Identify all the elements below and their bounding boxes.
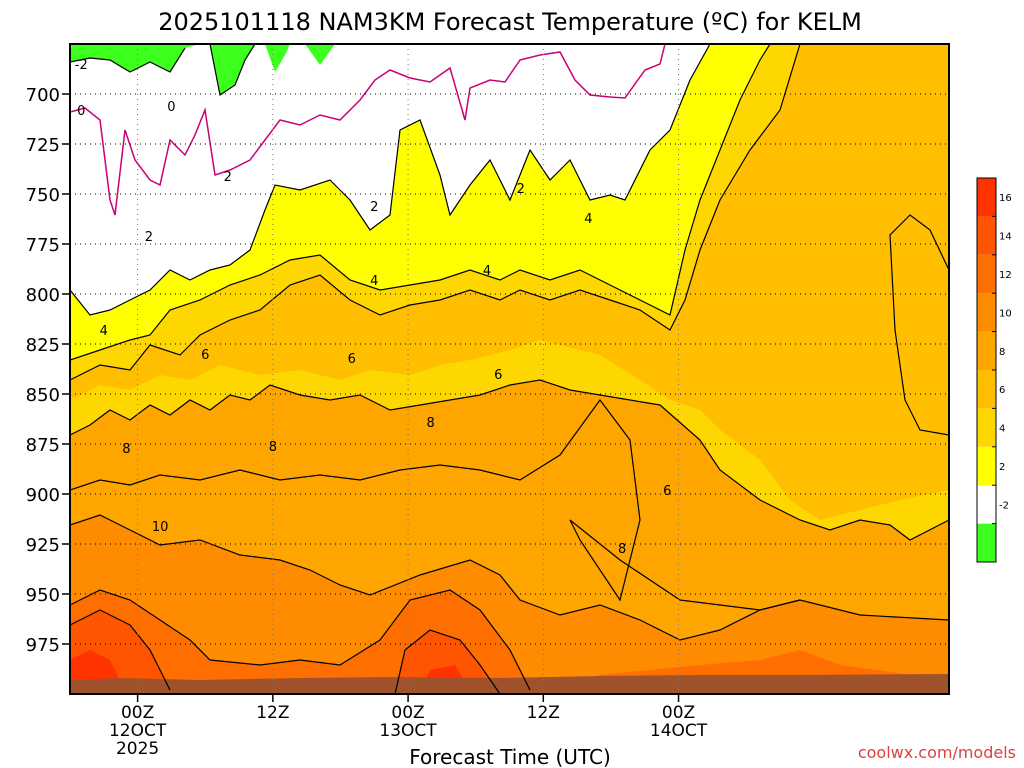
colorbar-swatch (977, 178, 996, 217)
colorbar-swatch (977, 331, 996, 370)
contour-label: 6 (494, 368, 502, 383)
colorbar-label: 12 (999, 270, 1012, 281)
contour-label: 0 (77, 104, 85, 119)
y-tick-label: 950 (26, 585, 60, 606)
contour-label: 2 (145, 230, 153, 245)
contour-label: 0 (167, 100, 175, 115)
contour-label: -2 (75, 58, 88, 73)
y-tick-label: 875 (26, 435, 60, 456)
contour-label: 6 (201, 348, 209, 363)
x-tick-label: 14OCT (650, 721, 708, 741)
x-tick-label: 2025 (116, 739, 159, 759)
contour-label: 4 (584, 212, 592, 227)
x-tick-label: 00Z (121, 703, 154, 723)
y-tick-label: 975 (26, 635, 60, 656)
y-tick-label: 800 (26, 285, 60, 306)
y-tick-label: 825 (26, 335, 60, 356)
grid-lines (70, 44, 949, 694)
y-axis: 700 725 750 775 800 825 850 875 900 925 950 975 (26, 85, 70, 656)
plot-area (70, 44, 949, 694)
contour-label: 2 (517, 182, 525, 197)
band-fill-below-minus-2 (70, 44, 335, 95)
colorbar-label: 10 (999, 308, 1012, 319)
contour-label: 4 (370, 274, 378, 289)
y-tick-label: 750 (26, 185, 60, 206)
colorbar-label: -2 (999, 500, 1009, 511)
contour-lines (70, 44, 949, 694)
colorbar-swatch (977, 370, 996, 409)
y-tick-label: 925 (26, 535, 60, 556)
contour-label: 4 (483, 264, 491, 279)
contour-label: 8 (618, 542, 626, 557)
colorbar-label: 8 (999, 347, 1005, 358)
band-fill-0-2 (70, 44, 710, 315)
contour-label: 8 (122, 442, 130, 457)
colorbar-swatch (977, 408, 996, 447)
contour-label: 4 (100, 324, 108, 339)
credit-text[interactable]: coolwx.com/models (858, 743, 1016, 762)
x-tick-label: 00Z (391, 703, 424, 723)
contour-label: 6 (663, 484, 671, 499)
y-tick-label: 725 (26, 135, 60, 156)
colorbar-label: 2 (999, 462, 1005, 473)
y-tick-label: 900 (26, 485, 60, 506)
contour-label: 6 (348, 352, 356, 367)
x-tick-label: 12OCT (109, 721, 167, 741)
chart-title: 2025101118 NAM3KM Forecast Temperature (… (158, 8, 862, 36)
colorbar-swatch (977, 523, 996, 562)
zero-degree-line (70, 44, 666, 216)
contour-label: 2 (224, 170, 232, 185)
band-fill-8-10 (70, 515, 949, 694)
contour-label: 2 (370, 200, 378, 215)
contour-labels: -2 0 0 2 2 2 2 4 4 4 4 6 6 6 6 8 8 8 8 10 (75, 58, 672, 557)
colorbar-label: 6 (999, 385, 1005, 396)
colorbar-label: 16 (999, 193, 1012, 204)
colorbar-label: 14 (999, 232, 1012, 243)
x-tick-label: 00Z (662, 703, 695, 723)
contour-label: 8 (426, 416, 434, 431)
x-tick-label: 13OCT (379, 721, 437, 741)
plot-frame (69, 43, 950, 695)
colorbar-swatch (977, 254, 996, 294)
colorbar-frame (976, 177, 997, 563)
colorbar-label: 4 (999, 424, 1005, 435)
colorbar-swatch (977, 446, 996, 486)
x-tick-label: 12Z (527, 703, 560, 723)
colorbar: -2 2 4 6 8 10 12 14 16 (976, 177, 1012, 563)
y-tick-label: 850 (26, 385, 60, 406)
ground (70, 674, 949, 694)
x-axis-label: Forecast Time (UTC) (409, 745, 611, 768)
y-tick-label: 700 (26, 85, 60, 106)
band-fill-10-12 (70, 590, 949, 694)
contour-label: 10 (152, 520, 169, 535)
colorbar-swatch (977, 216, 996, 255)
y-tick-label: 775 (26, 235, 60, 256)
x-tick-label: 12Z (256, 703, 289, 723)
colorbar-swatch (977, 485, 996, 524)
contour-label: 8 (269, 440, 277, 455)
colorbar-swatch (977, 293, 996, 332)
